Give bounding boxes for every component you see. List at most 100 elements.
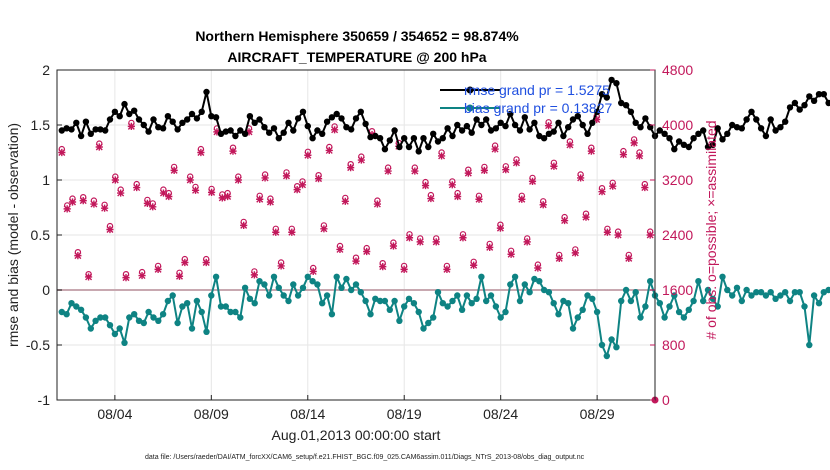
obs-assimilated-marker bbox=[427, 194, 435, 203]
obs-assimilated-marker bbox=[277, 262, 285, 270]
y-axis-label: rmse and bias (model - observation) bbox=[5, 123, 21, 347]
rmse-point bbox=[256, 116, 263, 123]
rmse-point bbox=[738, 125, 745, 132]
obs-assimilated-marker bbox=[240, 221, 248, 229]
bias-point bbox=[743, 286, 750, 294]
bias-point bbox=[767, 289, 774, 296]
rmse-point bbox=[815, 91, 823, 98]
bias-point bbox=[401, 303, 408, 310]
bias-point bbox=[709, 295, 717, 302]
rmse-point bbox=[77, 132, 85, 140]
obs-assimilated-marker bbox=[411, 167, 419, 175]
rmse-point bbox=[642, 115, 649, 122]
rmse-point bbox=[632, 119, 639, 127]
rmse-point bbox=[131, 107, 138, 114]
obs-assimilated-marker bbox=[363, 247, 371, 256]
rmse-point bbox=[314, 127, 321, 134]
rmse-point bbox=[348, 126, 355, 133]
bias-point bbox=[796, 289, 803, 296]
obs-assimilated-marker bbox=[309, 267, 317, 276]
bias-point bbox=[815, 300, 823, 307]
bias-point bbox=[280, 292, 287, 299]
bias-point bbox=[685, 306, 692, 313]
rmse-point bbox=[724, 130, 731, 137]
rmse-point bbox=[729, 121, 736, 129]
bias-point bbox=[198, 308, 205, 316]
rmse-point bbox=[92, 126, 99, 133]
bias-point bbox=[294, 292, 302, 299]
rmse-point bbox=[372, 132, 379, 140]
obs-assimilated-marker bbox=[486, 243, 494, 251]
obs-assimilated-marker bbox=[357, 156, 365, 164]
obs-assimilated-marker bbox=[587, 147, 595, 155]
rmse-point bbox=[222, 128, 229, 135]
bias-point bbox=[415, 308, 422, 316]
bias-point bbox=[372, 295, 379, 302]
obs-assimilated-marker bbox=[341, 197, 349, 205]
bias-point bbox=[314, 281, 321, 288]
obs-assimilated-marker bbox=[560, 216, 569, 225]
bias-point bbox=[357, 289, 364, 296]
obs-assimilated-marker bbox=[582, 213, 590, 221]
rmse-point bbox=[565, 124, 572, 131]
bias-point bbox=[237, 314, 244, 321]
rmse-point bbox=[323, 118, 331, 125]
rmse-point bbox=[106, 116, 114, 123]
rmse-point bbox=[430, 130, 437, 137]
rmse-point bbox=[275, 135, 282, 142]
bias-point bbox=[434, 289, 442, 296]
y-right-tick-label: 3200 bbox=[662, 172, 693, 188]
bias-point bbox=[217, 303, 225, 310]
obs-assimilated-marker bbox=[95, 143, 103, 151]
footer-data-file: data file: /Users/raeder/DAI/ATM_forcXX/… bbox=[145, 454, 585, 461]
bias-point bbox=[704, 286, 712, 294]
bias-point bbox=[531, 275, 538, 283]
rmse-point bbox=[444, 125, 451, 132]
rmse-point bbox=[680, 141, 688, 148]
obs-assimilated-marker bbox=[577, 174, 585, 182]
obs-assimilated-marker bbox=[448, 181, 456, 189]
bias-point bbox=[449, 297, 456, 305]
obs-assimilated-marker bbox=[79, 197, 87, 205]
obs-assimilated-marker bbox=[523, 238, 531, 246]
obs-assimilated-marker bbox=[90, 200, 98, 208]
rmse-point bbox=[232, 132, 239, 140]
bias-point bbox=[251, 300, 258, 307]
obs-assimilated-marker bbox=[133, 183, 141, 192]
bias-point bbox=[487, 292, 495, 299]
obs-assimilated-marker bbox=[379, 263, 387, 271]
rmse-point bbox=[622, 102, 630, 109]
rmse-point bbox=[540, 135, 548, 142]
bias-point bbox=[410, 300, 418, 307]
legend: rmse grand pr = 1.5275 bias grand pr = 0… bbox=[440, 82, 612, 116]
bias-point bbox=[762, 292, 770, 299]
rmse-point bbox=[140, 121, 147, 129]
rmse-point bbox=[806, 93, 813, 100]
rmse-point bbox=[526, 126, 533, 133]
rmse-point bbox=[68, 126, 75, 133]
rmse-point bbox=[237, 127, 244, 134]
rmse-point bbox=[150, 116, 157, 123]
rmse-point bbox=[690, 135, 697, 142]
bias-point bbox=[68, 300, 75, 307]
rmse-point bbox=[319, 130, 326, 137]
bias-point bbox=[526, 289, 533, 296]
bias-point bbox=[290, 281, 297, 288]
obs-assimilated-marker bbox=[496, 224, 505, 232]
bias-point bbox=[757, 289, 765, 296]
rmse-point bbox=[241, 130, 249, 137]
rmse-point bbox=[516, 127, 524, 134]
obs-assimilated-marker bbox=[459, 234, 467, 242]
obs-assimilated-marker bbox=[117, 189, 125, 197]
rmse-point bbox=[352, 115, 360, 122]
bias-point bbox=[299, 284, 307, 291]
obs-assimilated-marker bbox=[373, 200, 381, 208]
bias-point bbox=[507, 281, 514, 288]
bias-point bbox=[622, 286, 630, 294]
obs-assimilated-marker bbox=[571, 249, 579, 257]
bias-point bbox=[738, 297, 745, 305]
bias-point bbox=[454, 292, 461, 299]
rmse-point bbox=[338, 115, 345, 122]
bias-point bbox=[516, 297, 524, 305]
